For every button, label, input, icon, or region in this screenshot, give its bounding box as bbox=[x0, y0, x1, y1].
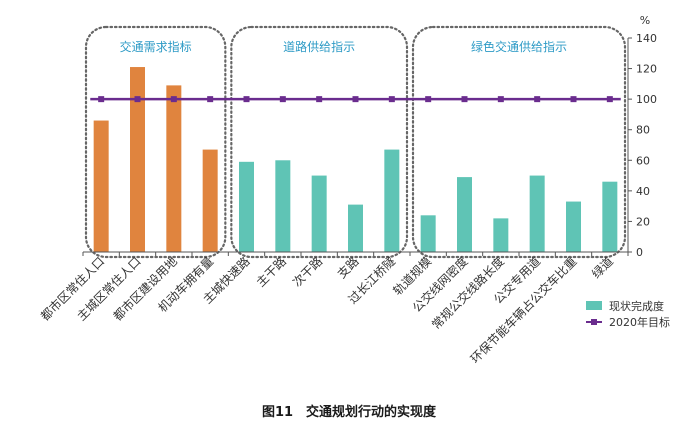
bar-1 bbox=[130, 67, 145, 253]
group-frames: 交通需求指标 道路供给指示 绿色交通供给指示 bbox=[84, 25, 627, 259]
target-marker-11 bbox=[497, 96, 504, 103]
y-tick-label: 80 bbox=[636, 124, 650, 137]
target-marker-14 bbox=[606, 96, 613, 103]
bar-3 bbox=[202, 149, 218, 252]
bar-12 bbox=[529, 175, 545, 252]
target-line-series bbox=[90, 96, 621, 103]
bar-6 bbox=[311, 175, 327, 252]
target-marker-8 bbox=[388, 96, 395, 103]
bar-4 bbox=[239, 161, 254, 252]
y-tick-label: 20 bbox=[636, 215, 650, 228]
x-label-5: 主干路 bbox=[253, 254, 289, 290]
bar-10 bbox=[457, 177, 472, 252]
bar-2 bbox=[166, 85, 182, 252]
target-marker-9 bbox=[425, 96, 432, 103]
target-marker-6 bbox=[316, 96, 323, 103]
group-label-0: 交通需求指标 bbox=[120, 39, 192, 54]
group-label-2: 绿色交通供给指示 bbox=[471, 39, 567, 54]
group-frame-1 bbox=[230, 25, 409, 259]
group-frame-2 bbox=[411, 25, 627, 259]
legend-label-bar: 现状完成度 bbox=[609, 299, 664, 313]
target-marker-13 bbox=[570, 96, 577, 103]
legend: 现状完成度 2020年目标 bbox=[586, 299, 670, 329]
target-marker-12 bbox=[534, 96, 541, 103]
y-tick-label: 100 bbox=[636, 93, 657, 106]
bar-11 bbox=[493, 218, 509, 252]
bar-13 bbox=[566, 201, 581, 252]
bar-7 bbox=[348, 204, 363, 252]
target-marker-3 bbox=[207, 96, 214, 103]
group-label-1: 道路供给指示 bbox=[283, 39, 355, 54]
bar-0 bbox=[93, 120, 109, 253]
bars bbox=[93, 67, 618, 253]
target-marker-10 bbox=[461, 96, 468, 103]
target-marker-4 bbox=[243, 96, 250, 103]
target-marker-0 bbox=[98, 96, 105, 103]
y-tick-label: 140 bbox=[636, 32, 657, 45]
y-axis: % 0 20 40 60 80 100 120 140 bbox=[82, 14, 657, 259]
bar-14 bbox=[602, 181, 618, 252]
target-marker-7 bbox=[352, 96, 359, 103]
bar-9 bbox=[420, 215, 436, 252]
y-tick-label: 120 bbox=[636, 63, 657, 76]
x-label-6: 次干路 bbox=[289, 254, 325, 290]
legend-swatch-marker bbox=[591, 319, 597, 325]
y-tick-label: 60 bbox=[636, 154, 650, 167]
x-label-0: 都市区常住人口 bbox=[37, 254, 107, 324]
legend-label-line: 2020年目标 bbox=[609, 315, 670, 329]
y-axis-unit: % bbox=[640, 14, 650, 27]
target-marker-2 bbox=[170, 96, 177, 103]
y-tick-label: 40 bbox=[636, 185, 650, 198]
bar-5 bbox=[275, 160, 291, 252]
figure-caption: 图11 交通规划行动的实现度 bbox=[262, 404, 437, 420]
x-label-1: 主城区常住人口 bbox=[74, 254, 143, 323]
target-marker-1 bbox=[134, 96, 141, 103]
bar-8 bbox=[384, 149, 400, 252]
y-tick-label: 0 bbox=[636, 246, 643, 259]
target-marker-5 bbox=[279, 96, 286, 103]
group-frame-0 bbox=[84, 25, 227, 259]
x-label-2: 都市区建设用地 bbox=[110, 254, 180, 324]
legend-swatch-bar bbox=[586, 301, 602, 310]
